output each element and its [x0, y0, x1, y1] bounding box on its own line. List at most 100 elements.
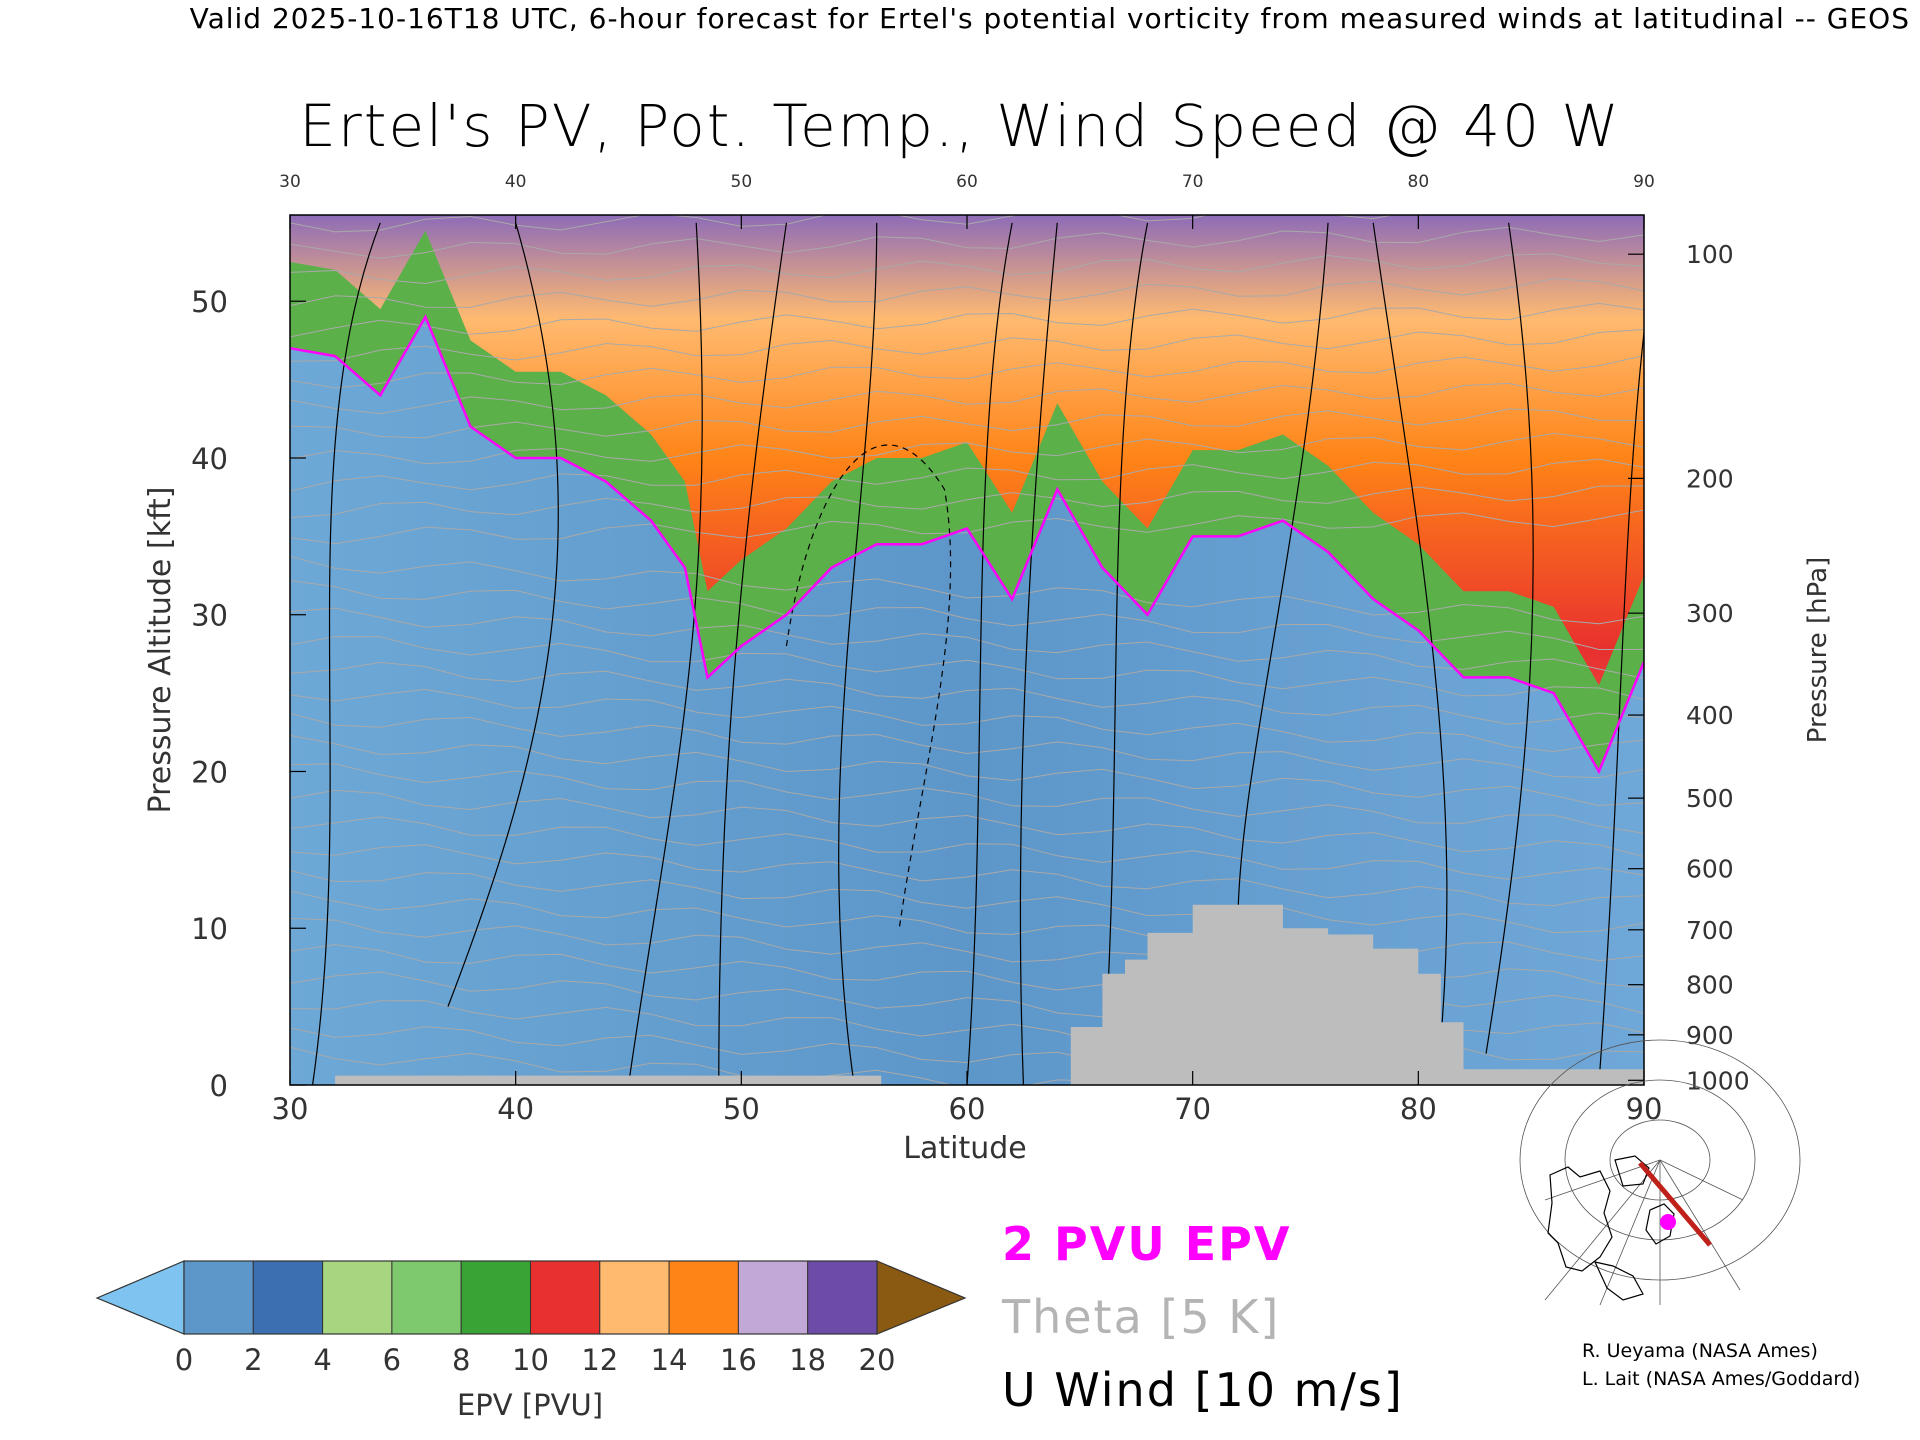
x-tick-label-top: 60 [956, 172, 978, 192]
wind-contour [1237, 222, 1329, 929]
x-axis-label: Latitude [903, 1131, 1026, 1166]
colorbar-frame [183, 1260, 878, 1335]
theta-contour [290, 688, 1644, 753]
terrain-mask [290, 904, 1644, 1085]
x-tick-label: 50 [723, 1092, 760, 1126]
colorbar-cell [252, 1260, 324, 1335]
colorbar-tick-label: 6 [383, 1343, 401, 1377]
pressure-tick-label: 900 [1686, 1021, 1734, 1050]
theta-contour [290, 302, 1644, 338]
pressure-tick-label: 700 [1686, 916, 1734, 945]
pressure-axis-label: Pressure [hPa] [1803, 557, 1833, 744]
colorbar-cell [807, 1260, 878, 1335]
u-wind-contours [311, 222, 1644, 1085]
colorbar-cell [322, 1260, 393, 1335]
pressure-axis: 100 200 300 400 500 600 700 800 900 1000 [1628, 240, 1750, 1095]
credit-line-1: R. Ueyama (NASA Ames) [1582, 1340, 1818, 1362]
x-tick-label-top: 90 [1633, 172, 1655, 192]
wind-contour [627, 222, 703, 1085]
y-tick-label: 0 [210, 1069, 228, 1103]
x-tick-label-top: 50 [731, 172, 753, 192]
theta-contour [290, 509, 1644, 545]
colorbar-label: EPV [PVU] [457, 1388, 603, 1422]
colorbar-tick-label: 14 [651, 1343, 688, 1377]
x-tick-label-top: 40 [505, 172, 527, 192]
colorbar-tick-label: 10 [512, 1343, 549, 1377]
chart-title: Ertel's PV, Pot. Temp., Wind Speed @ 40 … [299, 92, 1621, 160]
legend: 2 PVU EPV Theta [5 K] U Wind [10 m/s] [1001, 1217, 1404, 1417]
theta-contour [290, 555, 1644, 625]
theta-contour [290, 432, 1644, 465]
x-tick-label-top: 80 [1408, 172, 1430, 192]
y-tick-label: 40 [191, 442, 228, 476]
inset-map [1519, 1039, 1801, 1306]
theta-contour [290, 485, 1644, 519]
valid-time-header: Valid 2025-10-16T18 UTC, 6-hour forecast… [189, 2, 1910, 35]
wind-contour [838, 222, 878, 1085]
colorbar-tick-label: 4 [313, 1343, 331, 1377]
pressure-tick-label: 100 [1686, 240, 1734, 269]
theta-contour [290, 226, 1644, 259]
wind-contour [1019, 222, 1058, 1085]
colorbar-tick-label: 12 [581, 1343, 618, 1377]
x-tick-label-top: 70 [1182, 172, 1204, 192]
wind-contour-negative [785, 444, 952, 929]
y-tick-label: 20 [191, 755, 228, 789]
theta-contour [290, 844, 1644, 907]
colorbar-tick-label: 16 [720, 1343, 757, 1377]
credit-line-2: L. Lait (NASA Ames/Goddard) [1582, 1368, 1861, 1390]
y-tick-label: 50 [191, 285, 228, 319]
theta-contour [290, 329, 1644, 362]
tropopause-2pvu-line [290, 314, 1644, 775]
theta-contour [290, 816, 1644, 880]
colorbar-high-arrow [876, 1260, 967, 1335]
theta-contour [290, 355, 1644, 389]
theta-contour [290, 607, 1644, 679]
theta-contour [290, 661, 1644, 725]
y-tick-label: 10 [191, 912, 228, 946]
wind-contour [1598, 332, 1644, 1085]
wind-contour [1485, 222, 1534, 1054]
y-axis: 0 10 20 30 40 50 [191, 285, 306, 1103]
pressure-tick-label: 800 [1686, 971, 1734, 1000]
colorbar-tick-label: 18 [789, 1343, 826, 1377]
epv-colorbar: 0 2 4 6 8 10 12 14 16 18 20 [95, 1260, 967, 1377]
theta-contour [290, 1046, 1119, 1085]
wind-contour [718, 222, 788, 1085]
x-tick-label-top: 30 [279, 172, 301, 192]
legend-entry: U Wind [10 m/s] [1002, 1363, 1404, 1417]
wind-contour [1101, 222, 1149, 1085]
colorbar-cell [460, 1260, 532, 1335]
theta-contour [290, 734, 1644, 807]
theta-contour [290, 382, 1644, 415]
theta-contour [290, 408, 1644, 439]
x-tick-label: 70 [1174, 1092, 1211, 1126]
x-tick-label: 30 [272, 1092, 309, 1126]
colorbar-low-arrow [95, 1260, 185, 1335]
theta-contour [290, 458, 1644, 492]
theta-contour [290, 870, 1644, 934]
pressure-tick-label: 500 [1686, 784, 1734, 813]
colorbar-cell [737, 1260, 809, 1335]
colorbar-tick-label: 8 [452, 1343, 470, 1377]
colorbar-cell [530, 1260, 601, 1335]
legend-entry: Theta [5 K] [1001, 1290, 1280, 1344]
pressure-tick-label: 300 [1686, 599, 1734, 628]
theta-contour [290, 278, 1644, 308]
pressure-tick-label: 400 [1686, 701, 1734, 730]
x-tick-label: 80 [1400, 1092, 1437, 1126]
colorbar-cell [599, 1260, 670, 1335]
theta-contour [290, 580, 1644, 650]
theta-contour [290, 253, 1644, 285]
x-axis: 30 30 40 40 50 50 60 60 70 70 80 80 90 90 [272, 172, 1663, 1126]
y-axis-label: Pressure Altitude [kft] [143, 487, 178, 814]
theta-contour [290, 763, 1644, 834]
pressure-tick-label: 600 [1686, 855, 1734, 884]
legend-entry: 2 PVU EPV [1002, 1217, 1291, 1271]
pressure-tick-label: 1000 [1686, 1066, 1750, 1095]
wind-contour [1372, 222, 1448, 1039]
y-tick-label: 30 [191, 599, 228, 633]
x-tick-label: 90 [1626, 1092, 1663, 1126]
x-tick-label: 60 [949, 1092, 986, 1126]
